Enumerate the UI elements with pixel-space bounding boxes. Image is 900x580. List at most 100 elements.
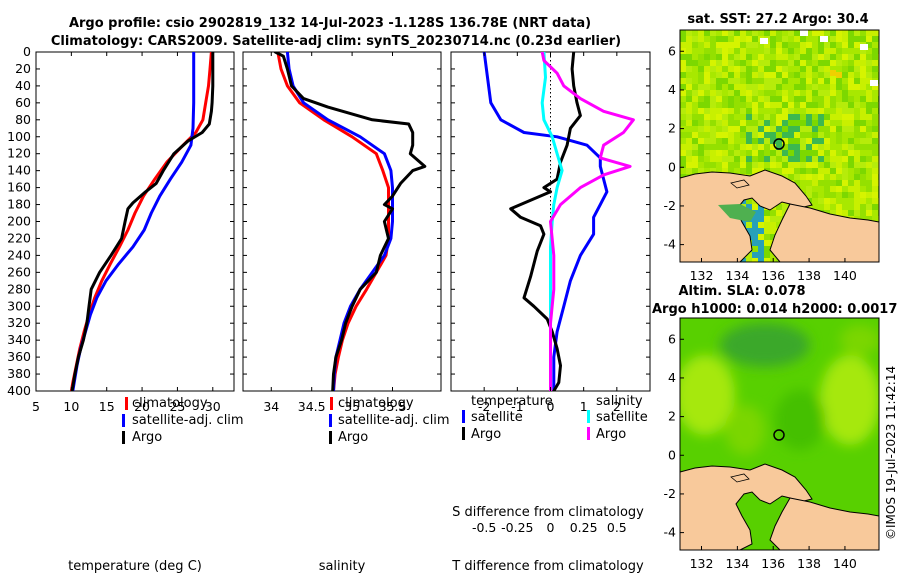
sst-cell [866, 168, 873, 175]
sst-cell [860, 168, 867, 175]
sst-cell [848, 96, 855, 103]
sst-cell [824, 138, 831, 145]
sla-map-title: Altim. SLA: 0.078 [679, 284, 806, 299]
sst-cell [710, 108, 717, 115]
map-x-tick-label: 136 [761, 268, 785, 283]
sst-cell [746, 162, 753, 169]
sst-cell [722, 156, 729, 163]
sst-cell [692, 54, 699, 61]
sst-cell [842, 192, 849, 199]
sst-cell [758, 66, 765, 73]
sst-cell [800, 84, 807, 91]
sst-cell [794, 54, 801, 61]
sst-cell [752, 252, 759, 259]
sst-cell [752, 156, 759, 163]
sst-cell [692, 120, 699, 127]
sst-cell [764, 90, 771, 97]
sst-cell [728, 48, 735, 55]
sst-cell [794, 72, 801, 79]
y-tick-label: 140 [7, 163, 31, 178]
sst-cell [758, 72, 765, 79]
sst-cell [830, 90, 837, 97]
top-tick-label: 0.25 [570, 520, 598, 535]
sst-cell [836, 108, 843, 115]
sst-cell [872, 108, 879, 115]
sst-cell [836, 42, 843, 49]
sst-cell [758, 258, 765, 262]
sst-cell [848, 210, 855, 217]
sst-cell [872, 174, 879, 181]
sst-cell [698, 132, 705, 139]
sst-cell [842, 144, 849, 151]
sst-cell [854, 180, 861, 187]
sst-cell [698, 120, 705, 127]
sst-cell [692, 72, 699, 79]
sst-cell [830, 102, 837, 109]
sst-cell [806, 96, 813, 103]
sst-cell [866, 108, 873, 115]
sst-cell [770, 78, 777, 85]
sst-cell [770, 102, 777, 109]
sst-cell [782, 174, 789, 181]
sst-cell [686, 54, 693, 61]
sst-cell [836, 114, 843, 121]
sst-cell [758, 48, 765, 55]
series-line-temperature-satellite [482, 52, 609, 391]
temperature-xlabel: temperature (deg C) [68, 559, 202, 574]
sst-map-frame [679, 29, 880, 263]
sst-cell [854, 186, 861, 193]
sst-cell [716, 72, 723, 79]
sst-cell [680, 120, 687, 127]
sst-cell [734, 114, 741, 121]
float-marker [773, 429, 785, 441]
sst-cell [752, 234, 759, 241]
sst-cell [824, 192, 831, 199]
sst-cell [872, 264, 878, 270]
sst-cell [872, 210, 879, 217]
sst-cell [746, 126, 753, 133]
sst-cell [800, 144, 807, 151]
sst-cell [794, 36, 801, 43]
y-tick-label: 220 [7, 230, 31, 245]
sst-cell [728, 150, 735, 157]
sst-cell [776, 108, 783, 115]
sst-cell [848, 60, 855, 67]
sst-cell [782, 66, 789, 73]
sst-cell [680, 66, 687, 73]
sst-cell [740, 132, 747, 139]
sst-cell [692, 108, 699, 115]
sst-cell [854, 132, 861, 139]
sst-cell [776, 204, 783, 211]
sst-cell [740, 162, 747, 169]
sst-cell [722, 126, 729, 133]
sst-cell [734, 144, 741, 151]
sst-cell [866, 192, 873, 199]
sst-cell [758, 84, 765, 91]
legend-swatch-satellite [329, 414, 332, 427]
sst-cell [872, 180, 879, 187]
sst-cell [782, 60, 789, 67]
sst-cell [806, 204, 813, 211]
sst-cell [758, 240, 765, 247]
sst-cell [830, 42, 837, 49]
sst-cell [734, 96, 741, 103]
sst-cell [836, 30, 843, 37]
sst-cell [830, 114, 837, 121]
y-tick-label: 340 [7, 332, 31, 347]
sst-cell [812, 174, 819, 181]
sst-cell [836, 204, 843, 211]
sst-cell [830, 66, 837, 73]
sst-cell [692, 138, 699, 145]
sst-cell [716, 90, 723, 97]
sst-cell [692, 162, 699, 169]
sst-cell [860, 180, 867, 187]
x-tick-label: -1 [511, 399, 523, 414]
sst-cell [794, 90, 801, 97]
sst-cell [746, 156, 753, 163]
sst-cell [764, 54, 771, 61]
sst-cell [776, 144, 783, 151]
sst-cell [818, 126, 825, 133]
sst-cell [776, 210, 783, 217]
sst-cell [854, 42, 861, 49]
sst-cell [716, 54, 723, 61]
